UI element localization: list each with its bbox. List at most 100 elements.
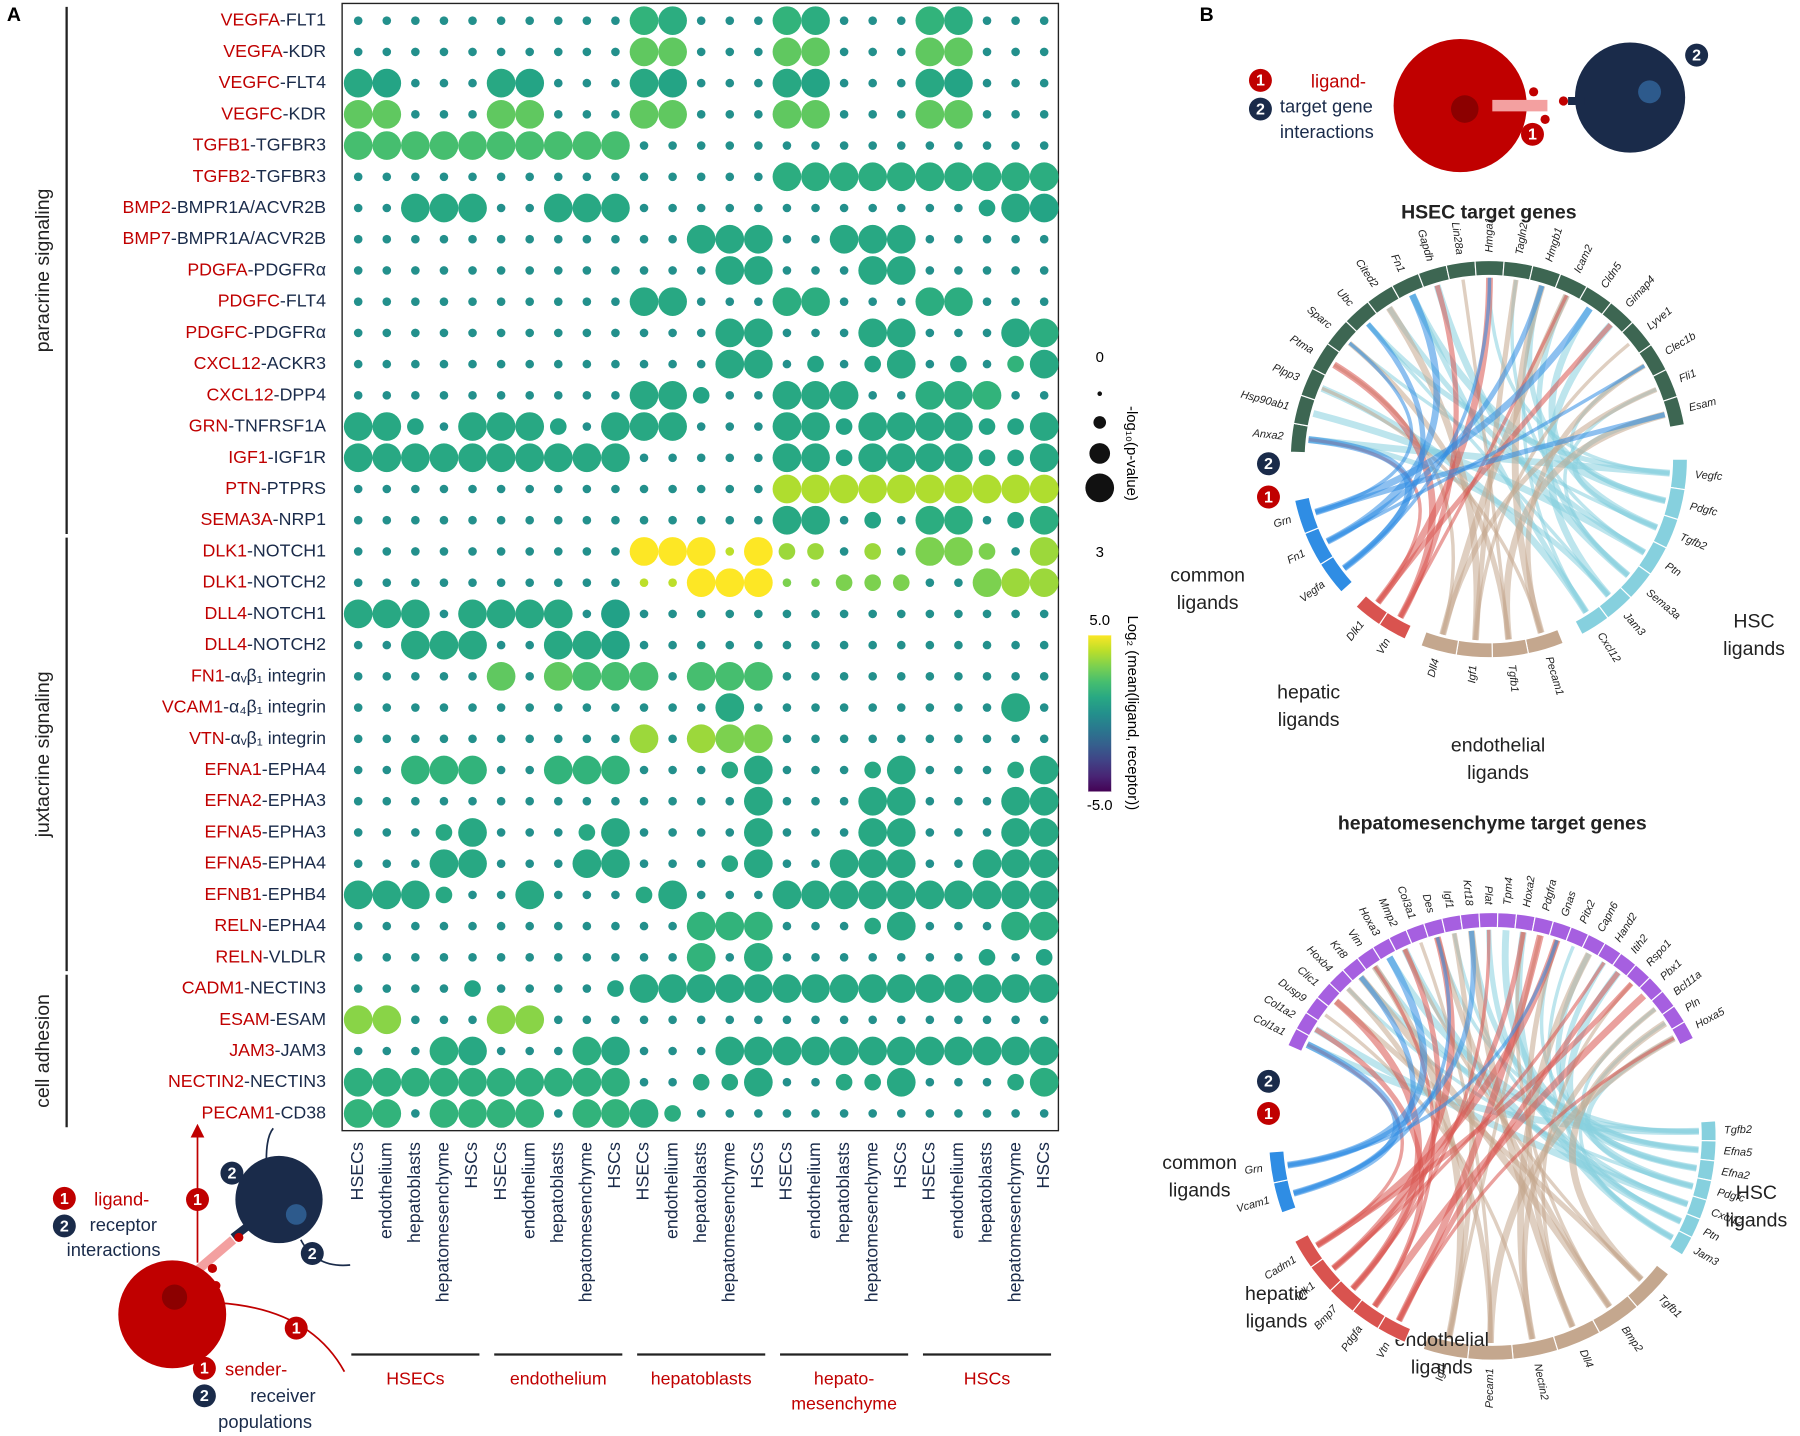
dot: [601, 1099, 630, 1128]
dot: [925, 672, 935, 681]
dot: [411, 484, 420, 494]
dot: [668, 266, 677, 275]
dot: [686, 661, 716, 691]
receptor-label: -NOTCH1: [247, 603, 326, 623]
dot: [807, 355, 824, 373]
dot: [553, 1046, 563, 1056]
dot: [525, 359, 534, 369]
dot: [611, 110, 620, 119]
gene-label: Plpp3: [1271, 362, 1301, 384]
ligand-label: PDGFC: [185, 322, 247, 342]
dot: [839, 78, 849, 88]
dot: [744, 568, 773, 598]
badge: [300, 1242, 324, 1265]
dot: [915, 68, 945, 98]
dot: [954, 1015, 963, 1025]
dot: [639, 765, 649, 775]
ligand-label: VEGFC: [221, 103, 282, 123]
dot: [382, 172, 392, 182]
dot: [496, 859, 506, 868]
dot: [343, 1005, 373, 1035]
dot: [801, 287, 830, 317]
dot: [835, 574, 853, 591]
row-label: IGF1-IGF1R: [228, 446, 326, 466]
dot: [525, 515, 534, 525]
dot: [439, 484, 449, 494]
row-label: BMP2-BMPR1A/ACVR2B: [122, 197, 326, 217]
gene-label: Fn1: [1388, 252, 1407, 274]
row-group-label: cell adhesion: [32, 994, 54, 1108]
dot: [982, 672, 992, 681]
dot: [553, 547, 563, 556]
dot: [725, 547, 735, 556]
badge: [1256, 485, 1280, 509]
dot: [601, 630, 630, 660]
gene-label: Col3a1: [1395, 884, 1418, 921]
dot: [801, 99, 830, 129]
dot: [611, 47, 620, 57]
dot: [553, 859, 563, 868]
dot: [954, 828, 963, 837]
row-label: PDGFC-FLT4: [218, 290, 326, 310]
dot: [429, 755, 459, 785]
dot: [458, 193, 487, 223]
dot: [772, 474, 802, 504]
chord-segment: [1699, 1139, 1717, 1162]
badge-number: 2: [308, 1245, 317, 1263]
chord: [1326, 284, 1545, 544]
dot: [868, 734, 877, 744]
dot: [486, 1067, 516, 1097]
dot: [343, 68, 373, 98]
dot: [782, 266, 792, 275]
dot: [1029, 818, 1059, 847]
dot: [353, 828, 363, 837]
gene-label: Hsp90ab1: [1239, 389, 1290, 413]
dot: [892, 574, 910, 591]
dot: [525, 547, 534, 556]
dot: [572, 1036, 602, 1066]
dot: [982, 141, 992, 150]
dot: [811, 921, 820, 931]
dot: [772, 37, 802, 67]
dot: [896, 16, 906, 25]
dot: [639, 1077, 649, 1087]
gene-label: Sparc: [1305, 304, 1335, 332]
dot: [954, 328, 963, 338]
dot: [982, 609, 992, 619]
dot: [1011, 141, 1020, 150]
dot: [950, 355, 967, 373]
dot: [858, 162, 888, 192]
dot: [382, 47, 392, 57]
dot: [725, 422, 735, 431]
dot: [972, 380, 1002, 410]
row-label: EFNA1-EPHA4: [205, 759, 327, 779]
dot: [715, 224, 745, 254]
dot: [864, 917, 882, 935]
dot: [944, 6, 973, 36]
dot: [782, 765, 792, 775]
dot: [515, 412, 545, 441]
dot: [725, 110, 735, 119]
gene-label: Dll4: [1577, 1348, 1595, 1370]
gene-label: Tpm4: [1502, 877, 1516, 906]
dot: [1029, 412, 1059, 441]
dot: [696, 422, 706, 431]
dot: [1011, 1015, 1020, 1025]
legend-text: interactions: [1280, 121, 1374, 142]
dot: [982, 1077, 992, 1087]
dot: [543, 131, 573, 160]
dot: [782, 141, 792, 150]
dot: [372, 99, 402, 129]
badge-number: 1: [193, 1191, 202, 1209]
dot: [725, 172, 735, 182]
row-label: BMP7-BMPR1A/ACVR2B: [122, 228, 326, 248]
dot: [668, 734, 677, 744]
dot: [858, 818, 888, 847]
ligand-label: PTN: [225, 478, 261, 498]
dot: [886, 1036, 916, 1066]
dot: [439, 984, 449, 993]
dot: [668, 203, 677, 213]
dot: [839, 547, 849, 556]
dot: [715, 318, 745, 348]
dot: [858, 412, 888, 441]
